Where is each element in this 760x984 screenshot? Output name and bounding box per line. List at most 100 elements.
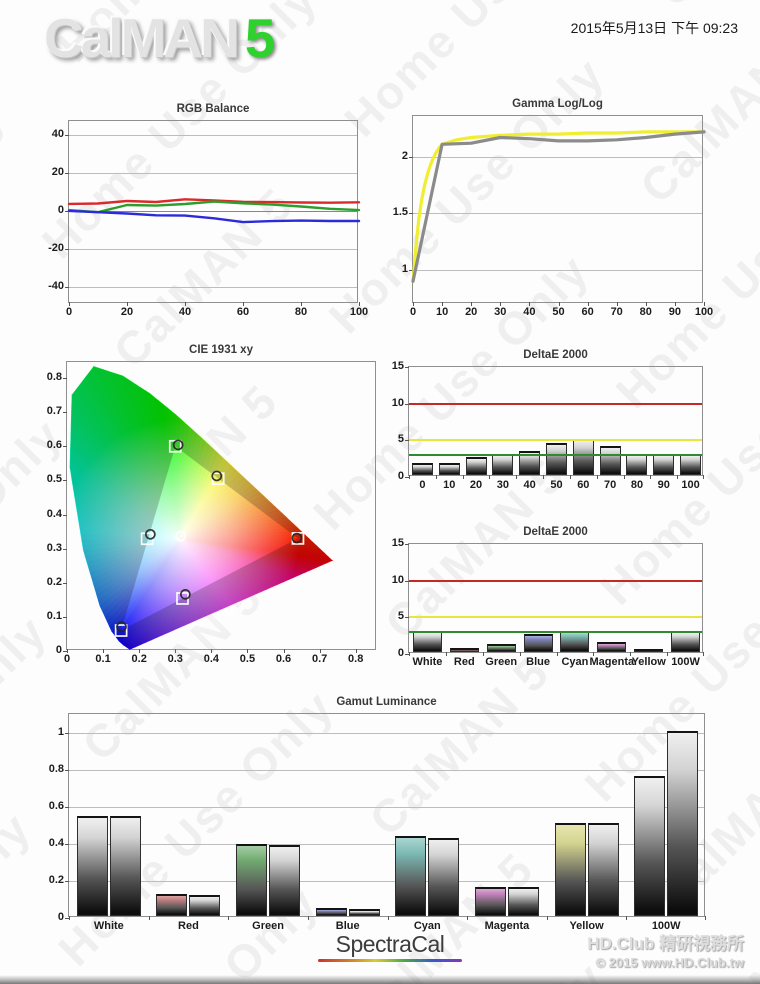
- x-axis-label: 20: [465, 306, 478, 318]
- x-tick: [413, 302, 414, 306]
- y-axis-label: 0.6: [48, 799, 64, 812]
- x-axis-label: 0.1: [95, 653, 111, 665]
- series-green: [67, 200, 361, 214]
- y-tick: [65, 806, 69, 808]
- y-tick: [65, 880, 69, 882]
- series-measured: [411, 130, 706, 283]
- series-red: [67, 198, 361, 206]
- bar: [411, 462, 433, 475]
- gridline: [69, 173, 357, 175]
- line-series: [411, 130, 706, 283]
- category-label: 100W: [671, 656, 700, 668]
- calman-logo: CalMAN 5: [44, 6, 275, 70]
- x-tick: [569, 475, 571, 479]
- gridline: [69, 880, 704, 882]
- bar: [599, 446, 621, 475]
- gridline: [69, 249, 357, 251]
- category-label: Magenta: [589, 656, 635, 668]
- x-tick: [127, 302, 128, 306]
- x-tick: [704, 302, 705, 306]
- bar-measured: [554, 823, 586, 916]
- x-tick: [319, 649, 321, 653]
- y-tick: [409, 213, 413, 215]
- x-tick: [243, 302, 244, 306]
- y-axis-label: 2: [401, 149, 408, 162]
- reference-line: [409, 439, 702, 442]
- chart-title: Gamut Luminance: [336, 696, 437, 708]
- x-axis-label: 10: [435, 306, 449, 318]
- bar-target: [428, 838, 460, 916]
- bar: [560, 630, 590, 652]
- x-axis-label: 80: [639, 306, 652, 318]
- calman-logo-text: CalMAN: [44, 7, 240, 69]
- x-axis-label: 40: [523, 306, 536, 318]
- category-label: Cyan: [413, 920, 441, 932]
- reference-line: [409, 402, 702, 405]
- x-tick: [556, 652, 558, 656]
- bar-measured: [156, 893, 188, 916]
- x-axis-label: 50: [552, 306, 565, 318]
- category-label: 20: [469, 479, 483, 491]
- x-tick: [516, 475, 518, 479]
- y-axis-label: 0.7: [46, 405, 62, 418]
- x-tick: [471, 302, 473, 306]
- reference-line: [409, 631, 702, 633]
- y-axis-label: 0: [55, 644, 62, 656]
- y-axis-label: 0.1: [46, 609, 62, 622]
- bar: [634, 649, 664, 652]
- y-axis-label: 1.5: [392, 206, 408, 219]
- y-tick: [65, 287, 69, 289]
- chart-title: DeltaE 2000: [523, 349, 588, 361]
- x-tick: [435, 475, 437, 479]
- x-tick: [596, 475, 598, 479]
- y-axis-label: 0: [397, 470, 404, 482]
- y-tick: [63, 480, 67, 482]
- bar-target: [189, 894, 221, 916]
- category-label: Cyan: [561, 656, 589, 668]
- bar: [486, 643, 516, 652]
- y-axis-label: 10: [391, 396, 404, 409]
- y-axis-label: 20: [51, 166, 64, 179]
- x-axis-label: 90: [668, 306, 682, 318]
- x-tick: [67, 649, 68, 653]
- chart-title: DeltaE 2000: [523, 526, 588, 538]
- category-label: 40: [523, 479, 536, 491]
- x-axis-label: 40: [178, 306, 192, 318]
- x-axis-label: 100: [349, 306, 369, 318]
- category-label: Magenta: [484, 920, 530, 932]
- measurement-marker: [211, 470, 223, 482]
- y-tick: [63, 582, 67, 584]
- y-tick: [409, 156, 413, 158]
- bar-measured: [236, 843, 268, 916]
- y-tick: [65, 732, 69, 734]
- hdclub-watermark-title: HD.Club 精研視務所: [587, 934, 744, 953]
- category-label: 80: [630, 479, 644, 491]
- x-tick: [69, 916, 70, 920]
- y-tick: [65, 211, 69, 213]
- cie-diagram: [59, 365, 334, 659]
- category-label: Green: [485, 656, 518, 668]
- y-axis-label: 5: [397, 610, 404, 623]
- x-axis-label: 0: [65, 306, 73, 318]
- y-tick: [405, 440, 409, 442]
- x-tick: [623, 475, 625, 479]
- y-axis-label: 0.3: [46, 541, 62, 554]
- hdclub-watermark: HD.Club 精研視務所 © 2015 www.HD.Club.tw: [587, 929, 744, 970]
- x-axis-label: 60: [581, 306, 594, 318]
- x-axis-label: 0: [409, 306, 417, 318]
- measurement-marker: [116, 621, 127, 633]
- bar: [572, 439, 594, 475]
- bar: [519, 450, 541, 475]
- category-label: White: [412, 656, 443, 668]
- category-label: 60: [577, 479, 590, 491]
- gridline: [69, 806, 704, 808]
- x-tick: [307, 916, 309, 920]
- category-label: Red: [178, 920, 199, 932]
- series-blue: [67, 209, 361, 224]
- bar-target: [587, 823, 619, 916]
- bar-target: [667, 730, 699, 916]
- y-axis-label: 0: [57, 204, 64, 217]
- chart-gamma-log-log: Gamma Log/Log 1 1.5 2 0 10 20 30 40 50 60 70 80 90 100: [393, 98, 713, 318]
- x-axis-label: 0.8: [348, 653, 364, 665]
- report-datetime: 2015年5月13日 下午 09:23: [570, 20, 738, 36]
